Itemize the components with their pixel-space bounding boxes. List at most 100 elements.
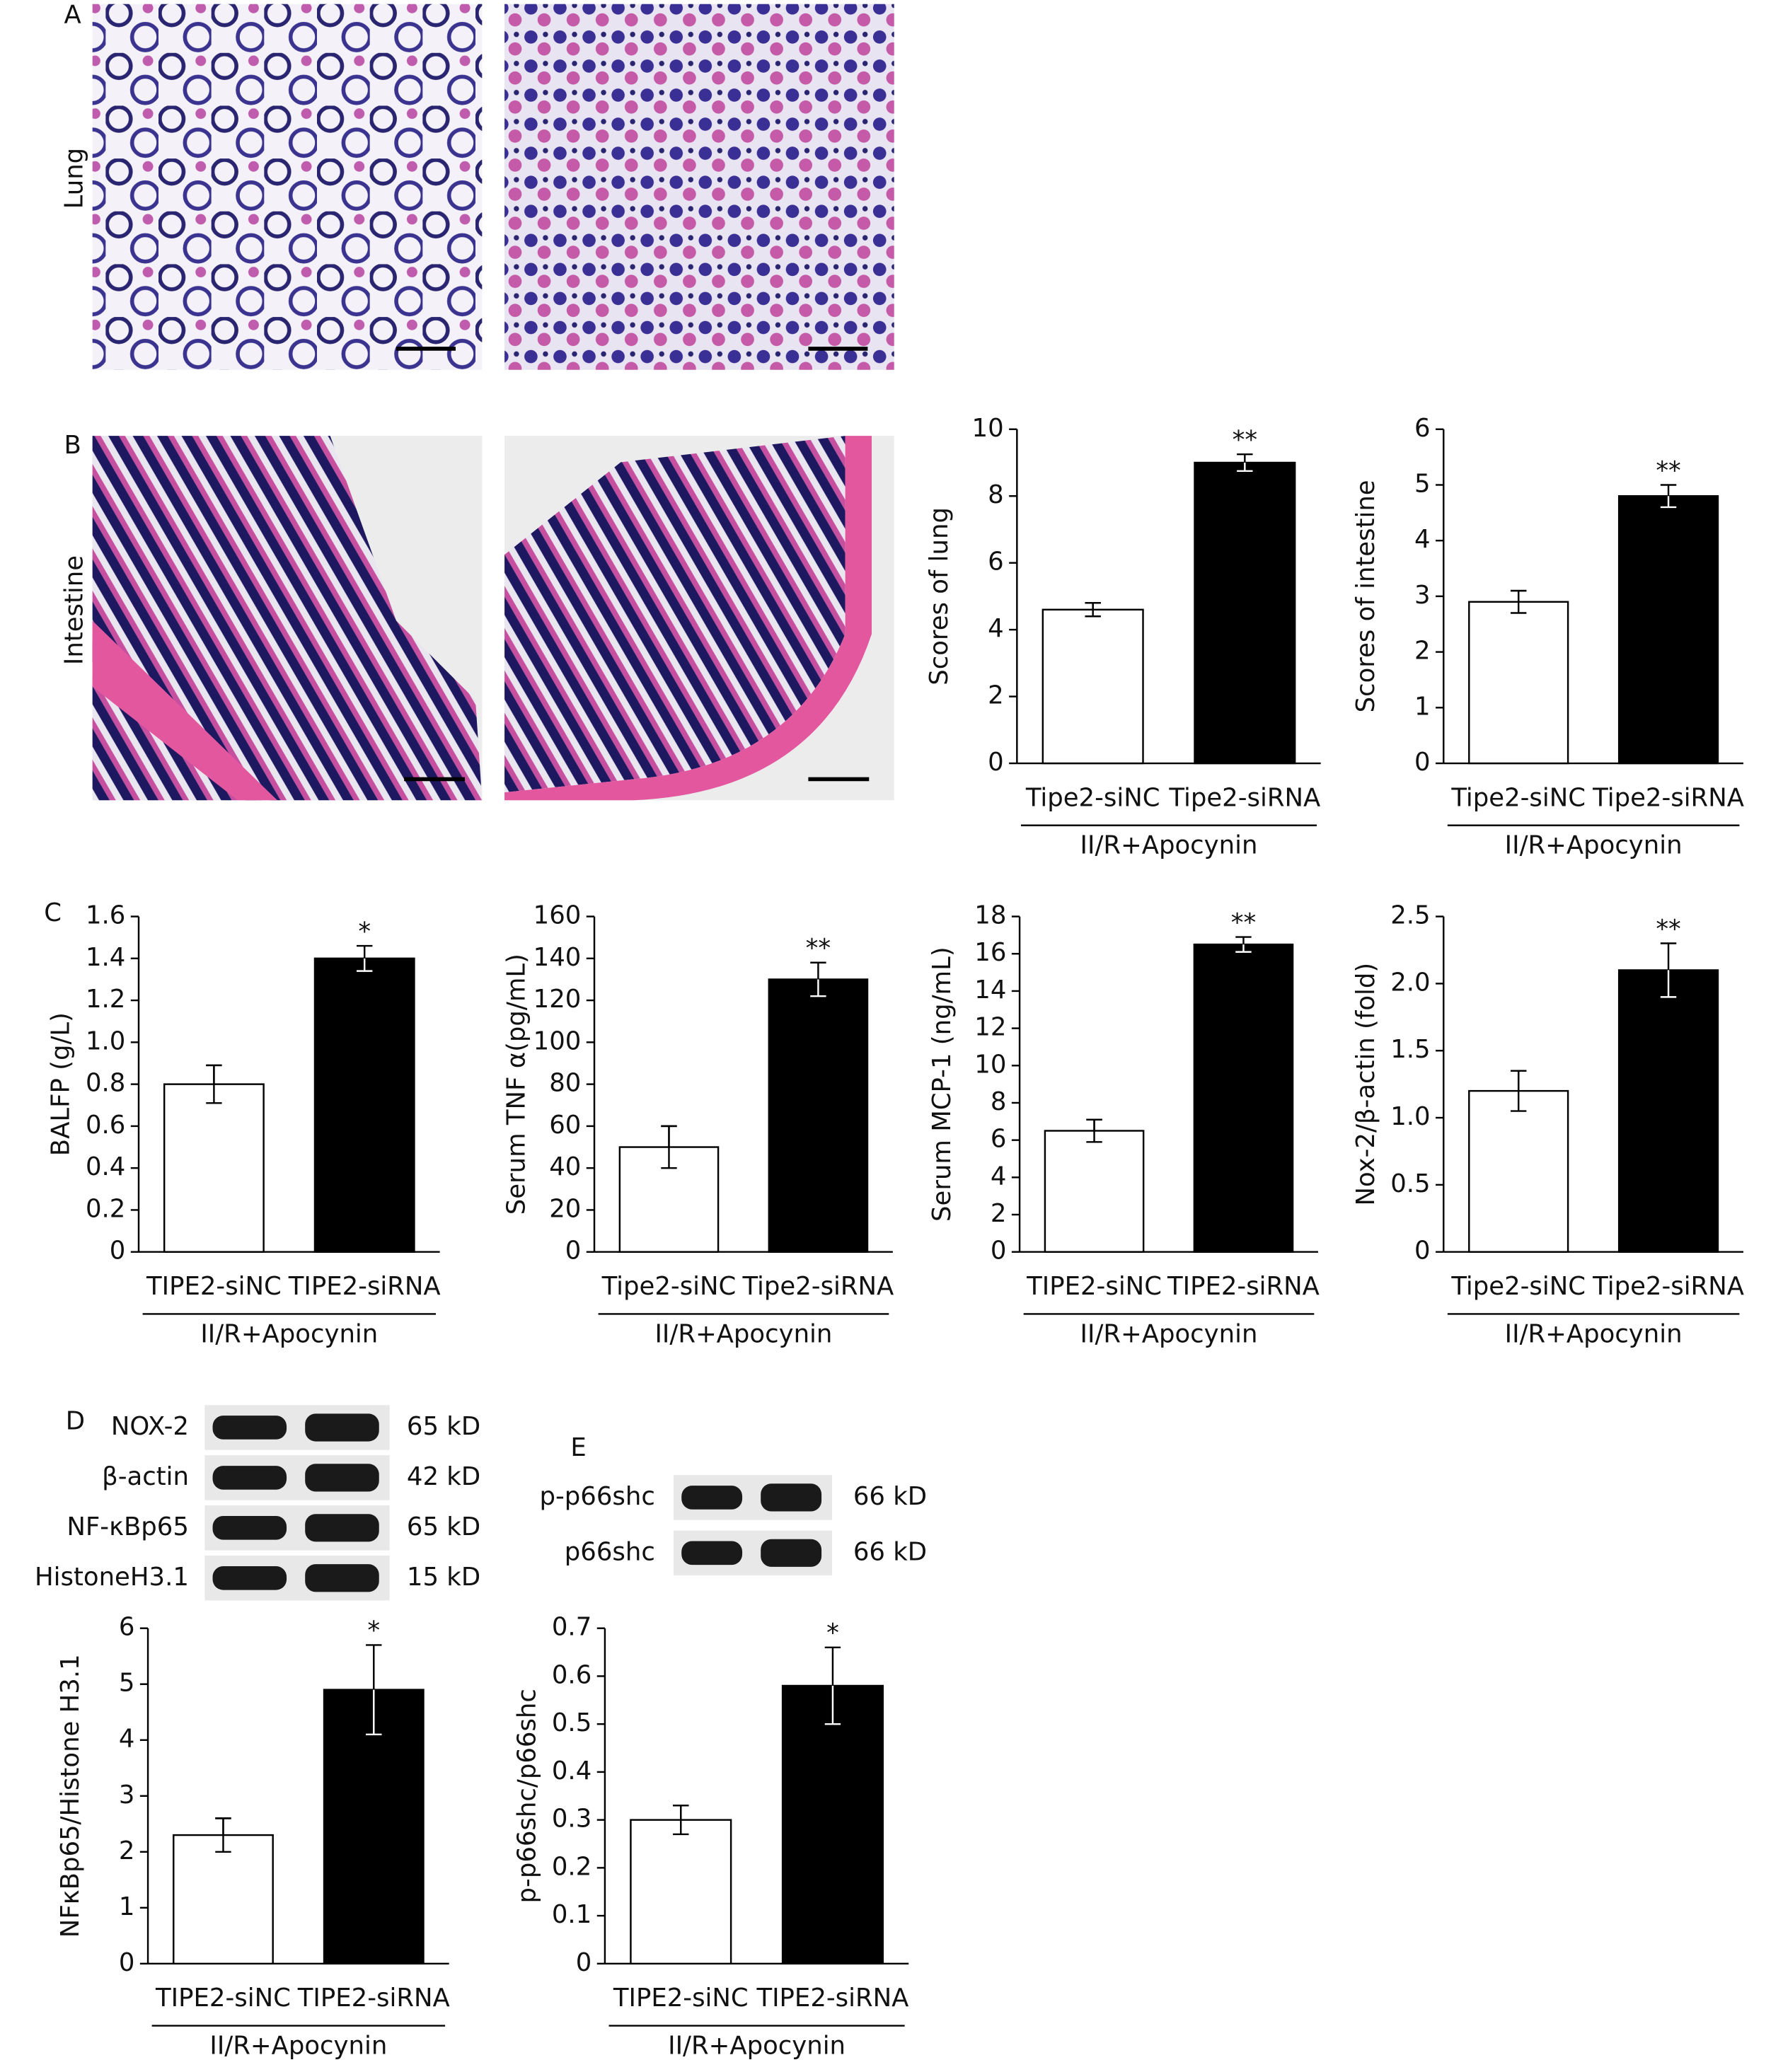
y-tick-label: 5 (119, 1669, 135, 1698)
y-tick-label: 10 (974, 1050, 1006, 1079)
x-tick-label: TIPE2-siNC (155, 1984, 291, 2013)
y-tick-label: 160 (533, 901, 582, 930)
panel-label: B (64, 431, 81, 460)
y-tick-label: 0.4 (86, 1152, 125, 1181)
blot-band (681, 1486, 743, 1510)
error-bar-top (661, 1125, 677, 1147)
error-bar-top (1511, 1070, 1527, 1092)
y-tick-label: 2 (991, 1199, 1007, 1228)
y-tick-label: 0 (119, 1948, 135, 1977)
y-axis-label: BALFP (g/L) (47, 1012, 76, 1156)
x-tick-label: Tipe2-siRNA (742, 1272, 894, 1301)
y-tick-label: 0 (988, 748, 1004, 777)
group-label: II/R+Apocynin (200, 1319, 378, 1348)
blot-band (212, 1466, 287, 1490)
y-tick-label: 0.4 (552, 1756, 592, 1785)
y-tick-label: 8 (991, 1087, 1007, 1116)
x-tick-label: Tipe2-siNC (1450, 783, 1586, 812)
x-tick-label: TIPE2-siRNA (297, 1984, 450, 2013)
blot-size: 65 kD (407, 1412, 480, 1441)
y-tick-label: 1 (1414, 692, 1431, 721)
error-bar-top (1085, 602, 1101, 610)
y-axis-label: Scores of lung (925, 507, 954, 685)
y-tick-label: 2 (988, 681, 1004, 710)
significance-label: ** (1656, 915, 1680, 944)
y-tick-label: 12 (974, 1013, 1006, 1042)
error-bar-top (215, 1817, 231, 1836)
bar (781, 1684, 884, 1965)
group-label: II/R+Apocynin (1080, 1319, 1258, 1348)
y-tick-label: 0.2 (552, 1852, 592, 1881)
y-tick-label: 5 (1414, 469, 1431, 498)
y-tick-label: 6 (988, 548, 1004, 577)
significance-label: ** (1231, 908, 1256, 937)
blot-band (212, 1416, 287, 1440)
y-tick-label: 1.6 (86, 901, 125, 930)
blot-band (212, 1516, 287, 1540)
x-tick-label: Tipe2-siRNA (1168, 783, 1320, 812)
bar (1041, 608, 1144, 765)
error-bar-top (1086, 1118, 1102, 1131)
bar (1617, 495, 1719, 765)
y-axis-label: Serum MCP-1 (ng/mL) (928, 947, 957, 1222)
blot-size: 66 kD (853, 1482, 927, 1511)
y-tick-label: 2.5 (1390, 901, 1430, 930)
x-tick-label: Tipe2-siNC (601, 1272, 737, 1301)
panel-label: A (64, 0, 81, 29)
y-tick-label: 2 (1414, 637, 1431, 666)
group-label: II/R+Apocynin (209, 2031, 387, 2060)
y-axis-label: Nox-2/β-actin (fold) (1351, 963, 1380, 1206)
significance-label: ** (1656, 456, 1680, 485)
x-tick-label: TIPE2-siNC (613, 1984, 749, 2013)
y-axis-label: Scores of intestine (1351, 480, 1380, 712)
bar (163, 1083, 265, 1253)
y-tick-label: 6 (119, 1613, 135, 1642)
y-axis-label: NFκBp65/Histone H3.1 (56, 1654, 85, 1938)
y-tick-label: 140 (533, 943, 582, 972)
error-bar-top (1237, 453, 1253, 463)
y-tick-label: 0.1 (552, 1900, 592, 1929)
y-tick-label: 0.6 (552, 1660, 592, 1689)
blot-band (305, 1464, 379, 1492)
y-tick-label: 40 (549, 1152, 581, 1181)
y-tick-label: 14 (974, 976, 1006, 1005)
y-tick-label: 10 (972, 414, 1004, 443)
bar (1044, 1130, 1145, 1253)
bar (313, 957, 415, 1253)
y-tick-label: 1.5 (1390, 1035, 1430, 1064)
significance-label: ** (806, 934, 831, 963)
y-tick-label: 1.0 (86, 1026, 125, 1055)
blot-size: 65 kD (407, 1512, 480, 1541)
bar (630, 1819, 732, 1965)
y-tick-label: 8 (988, 480, 1004, 509)
intestine-tissue (504, 436, 846, 793)
y-tick-label: 20 (549, 1194, 581, 1223)
lung-sirna-image (504, 4, 894, 370)
y-tick-label: 4 (991, 1162, 1007, 1191)
bar (323, 1689, 425, 1965)
blot-band (212, 1565, 287, 1590)
y-tick-label: 0 (1414, 1237, 1431, 1266)
y-tick-label: 1 (119, 1892, 135, 1921)
blot-label: NF-κBp65 (67, 1512, 189, 1541)
x-tick-label: Tipe2-siRNA (1592, 783, 1744, 812)
blot-band (681, 1541, 743, 1565)
y-tick-label: 4 (1414, 525, 1431, 554)
blot-band (305, 1413, 379, 1442)
blot-band (305, 1514, 379, 1542)
y-tick-label: 18 (974, 901, 1006, 930)
y-tick-label: 3 (119, 1781, 135, 1810)
bar (1468, 1089, 1569, 1253)
x-tick-label: Tipe2-siNC (1025, 783, 1160, 812)
y-tick-label: 0.5 (1390, 1169, 1430, 1198)
x-tick-label: Tipe2-siNC (1450, 1272, 1586, 1301)
error-bar-top (1511, 589, 1527, 602)
y-tick-label: 1.0 (1390, 1102, 1430, 1131)
bar (1194, 461, 1296, 765)
bar (1193, 943, 1294, 1253)
y-tick-label: 0.3 (552, 1805, 592, 1834)
y-tick-label: 60 (549, 1111, 581, 1140)
y-tick-label: 0.8 (86, 1069, 125, 1098)
row-label: Lung (59, 148, 88, 209)
